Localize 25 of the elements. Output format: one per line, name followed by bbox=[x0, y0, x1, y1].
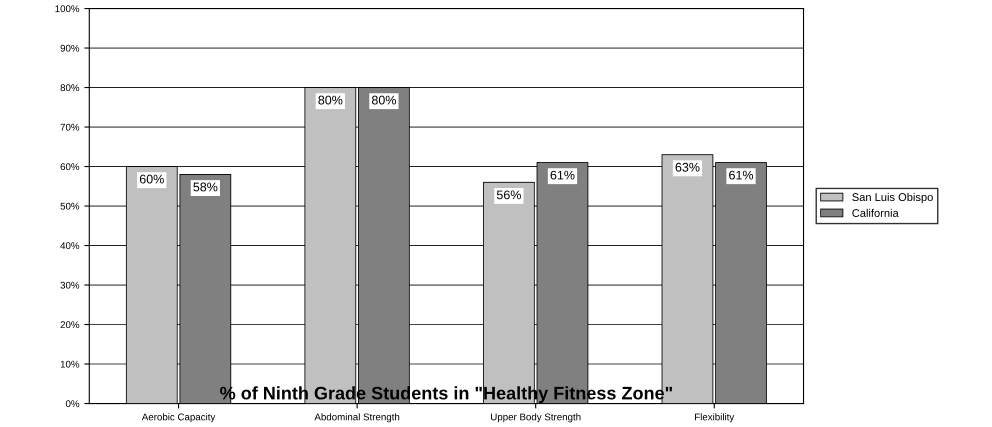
data-label: 63% bbox=[676, 162, 700, 172]
x-tick-label: Aerobic Capacity bbox=[142, 413, 216, 422]
legend-label: San Luis Obispo bbox=[852, 192, 933, 204]
data-label: 56% bbox=[496, 190, 521, 200]
y-tick-label: 90% bbox=[60, 44, 80, 52]
data-label: 80% bbox=[372, 96, 396, 105]
y-tick-label: 40% bbox=[60, 242, 80, 250]
data-label: 58% bbox=[193, 182, 218, 192]
y-tick-label: 10% bbox=[60, 360, 80, 368]
y-tick-label: 50% bbox=[60, 202, 80, 210]
y-tick-label: 80% bbox=[60, 84, 80, 92]
y-tick-label: 70% bbox=[60, 124, 80, 131]
y-tick-label: 60% bbox=[60, 163, 80, 170]
y-tick-label: 100% bbox=[55, 5, 80, 12]
legend-label: California bbox=[852, 208, 899, 217]
data-label: 61% bbox=[729, 170, 754, 180]
x-tick-label: Upper Body Strength bbox=[491, 413, 580, 422]
data-label: 60% bbox=[140, 174, 164, 184]
y-tick-label: 20% bbox=[60, 321, 80, 328]
y-tick-label: 0% bbox=[66, 400, 80, 408]
x-tick-label: Flexibility bbox=[695, 413, 734, 422]
data-label: 80% bbox=[318, 96, 342, 105]
y-tick-label: 30% bbox=[60, 282, 80, 289]
x-tick-label: Abdominal Strength bbox=[314, 413, 400, 422]
data-label: 61% bbox=[550, 170, 575, 180]
